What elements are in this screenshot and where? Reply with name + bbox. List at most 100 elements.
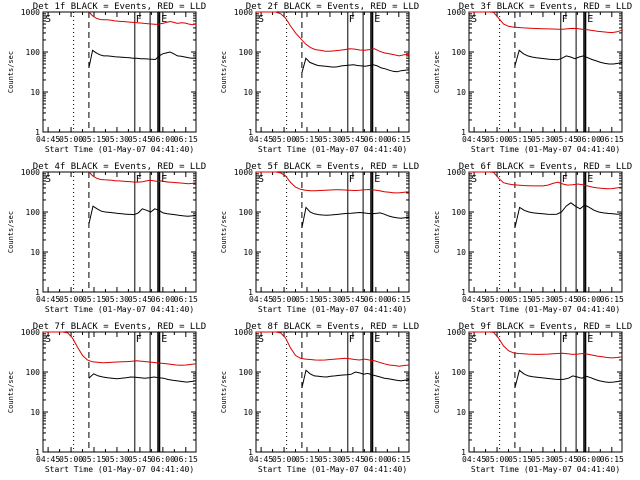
x-tick-label: 05:45 [128,135,152,144]
y-tick-label: 10 [30,88,40,97]
x-tick-label: 04:45 [36,455,60,464]
start-letter: S [45,174,51,185]
y-axis-label: Counts/sec [7,211,15,253]
x-tick-label: 06:00 [151,455,175,464]
y-tick-label: 1 [248,448,253,457]
y-axis-label: Counts/sec [220,371,228,413]
x-tick-label: 05:45 [554,455,578,464]
x-tick-label: 05:00 [272,455,296,464]
y-tick-label: 1 [461,128,466,137]
marker-letter: E [374,334,380,345]
x-tick-label: 05:00 [59,455,83,464]
start-letter: S [258,174,264,185]
start-letter: S [471,174,477,185]
lld-rate-line [256,171,410,194]
y-tick-label: 1000 [21,328,40,337]
marker-letter: E [587,14,593,25]
panel-title: Det 7f BLACK = Events, RED = LLD [33,322,206,332]
y-tick-label: 100 [239,48,254,57]
x-axis-label: Start Time (01-May-07 04:41:40) [45,465,194,474]
x-tick-label: 05:30 [531,455,555,464]
x-tick-label: 04:45 [249,295,273,304]
y-tick-label: 1 [35,448,40,457]
x-tick-label: 05:30 [531,295,555,304]
detector-panel: Det 5f BLACK = Events, RED = LLD 1 10 100 10… [220,162,419,314]
x-axis-label: Start Time (01-May-07 04:41:40) [471,465,620,474]
x-tick-label: 05:00 [485,295,509,304]
x-tick-label: 05:15 [508,135,532,144]
lld-rate-line [88,171,197,185]
y-tick-label: 1000 [447,168,466,177]
events-rate-line [514,49,623,67]
plot-frame [255,331,410,453]
lld-rate-line [469,331,623,359]
x-tick-label: 04:45 [462,455,486,464]
start-letter: S [45,334,51,345]
x-tick-label: 05:15 [295,455,319,464]
y-tick-label: 1000 [234,168,253,177]
y-axis-label: Counts/sec [433,51,441,93]
plot-frame [42,331,197,453]
marker-letter: E [374,14,380,25]
y-tick-label: 1 [35,288,40,297]
x-tick-label: 04:45 [36,135,60,144]
x-tick-label: 06:15 [387,295,411,304]
plot-frame [42,11,197,133]
x-axis-label: Start Time (01-May-07 04:41:40) [471,305,620,314]
x-axis-label: Start Time (01-May-07 04:41:40) [258,305,407,314]
y-tick-label: 1000 [447,8,466,17]
x-axis-label: Start Time (01-May-07 04:41:40) [45,145,194,154]
lld-rate-line [88,11,197,26]
marker-letter: E [587,334,593,345]
x-tick-label: 04:45 [462,295,486,304]
y-tick-label: 100 [239,208,254,217]
y-tick-label: 100 [452,48,467,57]
x-tick-label: 05:15 [82,295,106,304]
x-tick-label: 05:15 [295,135,319,144]
x-tick-label: 05:00 [59,135,83,144]
panel-title: Det 1f BLACK = Events, RED = LLD [33,2,206,12]
x-tick-label: 05:15 [508,455,532,464]
panel-title: Det 6f BLACK = Events, RED = LLD [459,162,632,172]
panel-title: Det 2f BLACK = Events, RED = LLD [246,2,419,12]
y-axis-label: Counts/sec [433,211,441,253]
y-axis-label: Counts/sec [433,371,441,413]
x-tick-label: 05:00 [59,295,83,304]
y-axis-label: Counts/sec [220,211,228,253]
marker-letter: F [136,14,142,25]
y-tick-label: 1 [248,288,253,297]
start-letter: S [258,14,264,25]
y-tick-label: 1000 [234,328,253,337]
marker-letter: F [562,14,568,25]
x-tick-label: 06:15 [600,135,624,144]
x-tick-label: 05:15 [82,455,106,464]
events-rate-line [88,373,197,383]
x-tick-label: 06:15 [600,295,624,304]
x-tick-label: 06:15 [174,455,198,464]
y-tick-label: 10 [30,408,40,417]
y-tick-label: 100 [452,208,467,217]
x-tick-label: 05:00 [485,135,509,144]
panel-title: Det 3f BLACK = Events, RED = LLD [459,2,632,12]
x-tick-label: 04:45 [249,135,273,144]
marker-letter: E [587,174,593,185]
x-tick-label: 05:00 [272,295,296,304]
x-tick-label: 05:15 [508,295,532,304]
lld-rate-line [256,331,410,367]
x-tick-label: 06:15 [174,295,198,304]
x-tick-label: 06:15 [600,455,624,464]
y-tick-label: 10 [243,408,253,417]
x-tick-label: 04:45 [462,135,486,144]
start-letter: S [471,14,477,25]
x-tick-label: 04:45 [249,455,273,464]
detector-panel: Det 8f BLACK = Events, RED = LLD 1 10 100 10… [220,322,419,474]
y-tick-label: 100 [26,208,41,217]
x-tick-label: 05:30 [105,295,129,304]
plot-frame [255,11,410,133]
plot-frame [42,171,197,293]
lld-rate-line [469,11,623,34]
events-rate-line [88,205,197,225]
marker-letter: E [161,334,167,345]
events-rate-line [301,369,410,389]
marker-letter: E [161,174,167,185]
